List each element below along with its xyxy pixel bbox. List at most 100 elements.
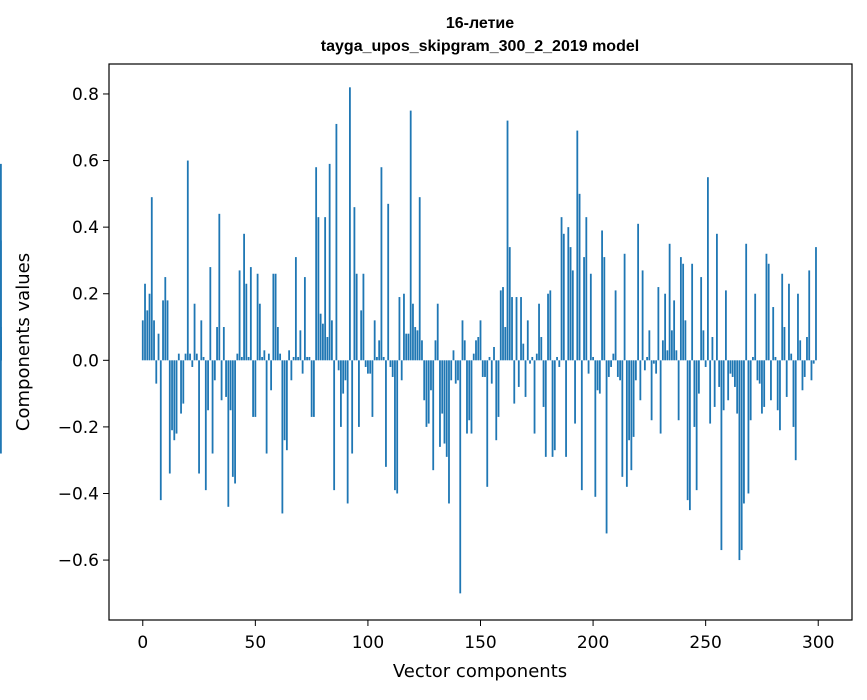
bar — [738, 360, 741, 561]
bar — [614, 290, 617, 361]
bar — [790, 353, 793, 361]
bar — [603, 257, 606, 361]
x-tick-label: 150 — [464, 633, 496, 653]
bar — [326, 337, 329, 361]
bar — [797, 293, 799, 361]
bar — [405, 333, 408, 361]
bar — [486, 360, 489, 487]
bar — [351, 360, 354, 454]
bar — [247, 356, 250, 361]
y-tick-label: 0.8 — [72, 85, 99, 105]
bar — [502, 287, 504, 361]
bar — [211, 360, 214, 454]
bar — [774, 356, 777, 361]
bar — [538, 303, 540, 361]
bar — [146, 310, 149, 361]
bar — [207, 360, 209, 411]
bar — [249, 267, 252, 361]
bar — [637, 223, 640, 361]
bar — [184, 353, 187, 361]
bar — [409, 110, 412, 361]
bar — [162, 300, 164, 361]
bar — [481, 360, 484, 377]
bar — [328, 163, 331, 361]
bar — [369, 360, 372, 374]
bar — [648, 330, 651, 361]
bar — [569, 247, 572, 361]
bar — [292, 356, 295, 361]
bar — [389, 360, 392, 367]
bar — [792, 360, 795, 427]
bar — [342, 360, 345, 394]
bar — [299, 330, 302, 361]
x-tick-label: 300 — [802, 633, 834, 653]
bar — [612, 353, 615, 361]
bar — [716, 233, 718, 361]
bar — [535, 353, 538, 361]
bar — [256, 273, 259, 361]
bar — [400, 360, 403, 381]
bar — [454, 360, 457, 384]
bar — [551, 360, 554, 457]
bar — [616, 360, 619, 377]
bar — [601, 230, 603, 361]
bar — [815, 247, 817, 361]
bar — [639, 360, 642, 401]
bar — [463, 340, 466, 361]
y-tick-label: −0.6 — [58, 551, 99, 571]
bar — [317, 217, 320, 361]
bar — [398, 297, 401, 361]
bar — [360, 310, 363, 361]
bar — [407, 333, 410, 361]
bar — [747, 360, 750, 494]
bar — [520, 297, 522, 361]
bar — [562, 233, 565, 361]
bar — [720, 360, 723, 551]
bar — [574, 360, 576, 424]
bar — [688, 360, 691, 511]
bar — [240, 356, 243, 361]
bar — [698, 360, 700, 394]
bar — [261, 356, 263, 361]
bar — [812, 360, 815, 364]
bar — [195, 353, 198, 361]
bars-layer — [0, 87, 817, 594]
bar — [378, 340, 381, 361]
bar — [702, 330, 705, 361]
bar — [459, 360, 462, 594]
bar — [661, 340, 664, 361]
bar — [452, 350, 455, 361]
bar — [252, 360, 254, 417]
bar — [594, 360, 597, 497]
bar — [484, 360, 486, 377]
x-axis-ticks: 0 50 100 150 200 250 300 — [137, 620, 834, 653]
bar — [655, 360, 658, 374]
bar — [281, 360, 284, 514]
bar — [630, 360, 633, 471]
bar — [725, 290, 727, 361]
bar — [707, 177, 709, 361]
bar — [758, 360, 761, 384]
bar — [727, 360, 730, 401]
bar — [576, 130, 579, 361]
bar — [340, 360, 342, 427]
bar — [186, 160, 189, 361]
bar — [355, 273, 358, 361]
bar — [421, 340, 423, 361]
bar — [310, 360, 313, 417]
bar — [200, 320, 203, 361]
x-tick-label: 50 — [245, 633, 267, 653]
bar — [218, 213, 221, 361]
bar — [333, 360, 336, 491]
bar — [144, 283, 146, 361]
bar — [331, 320, 333, 361]
bar — [628, 360, 630, 441]
bar — [155, 360, 158, 384]
bar — [213, 360, 216, 381]
bar — [308, 356, 311, 361]
y-tick-label: 0.6 — [72, 152, 99, 172]
bar — [303, 277, 306, 361]
bar — [499, 290, 502, 361]
bar — [238, 270, 241, 361]
bar — [729, 360, 732, 374]
